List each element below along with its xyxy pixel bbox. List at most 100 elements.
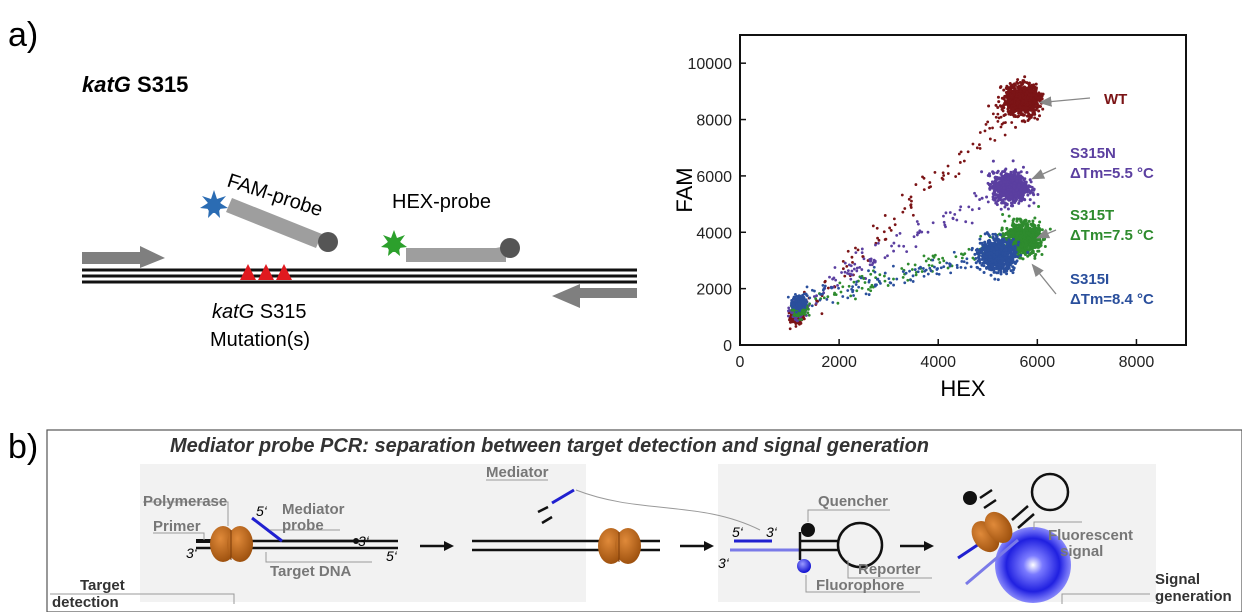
data-point <box>924 259 928 263</box>
data-point <box>875 278 879 281</box>
data-point <box>974 261 978 265</box>
data-point <box>970 221 974 225</box>
data-point <box>911 280 915 283</box>
data-point <box>1011 237 1015 241</box>
data-point <box>905 250 909 254</box>
data-point <box>1027 93 1031 97</box>
data-point <box>832 293 836 296</box>
data-point <box>977 207 981 210</box>
data-point <box>867 278 871 282</box>
annotation-arrow <box>1038 96 1091 107</box>
data-point <box>985 195 989 199</box>
y-tick-label: 6000 <box>696 169 732 186</box>
mutation-label-italic: katG <box>212 301 254 323</box>
data-point <box>892 241 896 245</box>
data-point <box>1012 171 1016 175</box>
data-point <box>893 223 897 227</box>
data-point <box>921 267 925 270</box>
data-point <box>1000 264 1004 268</box>
data-point <box>1011 265 1015 269</box>
signal-generation-label-1: Signal <box>1155 571 1200 588</box>
data-point <box>901 275 905 279</box>
data-point <box>1037 224 1041 228</box>
data-point <box>986 239 990 243</box>
data-point <box>1026 250 1030 254</box>
gene-title: katG S315 <box>82 72 188 97</box>
data-point <box>1018 81 1022 85</box>
data-point <box>821 292 824 296</box>
data-point <box>909 203 913 207</box>
data-point <box>1043 244 1047 248</box>
x-axis-label: HEX <box>940 376 986 401</box>
x-tick-label: 8000 <box>1119 354 1155 371</box>
data-point <box>849 264 853 268</box>
data-point <box>1009 204 1013 208</box>
data-point <box>1014 199 1018 203</box>
data-point <box>993 180 997 184</box>
data-point <box>933 253 937 257</box>
data-point <box>1031 233 1035 237</box>
data-point <box>1013 168 1017 172</box>
data-point <box>1023 239 1027 243</box>
panel-b: b) Mediator probe PCR: separation betwee… <box>8 428 1242 612</box>
data-point <box>978 131 982 134</box>
fluorescent-signal-glow <box>995 527 1071 603</box>
data-point <box>841 267 845 271</box>
data-point <box>852 280 856 284</box>
target-detection-label-1: Target <box>80 577 125 594</box>
target-detection-label-2: detection <box>52 594 119 611</box>
data-point <box>1000 176 1004 180</box>
data-point <box>868 259 872 263</box>
data-point <box>1019 231 1023 235</box>
data-point <box>962 260 966 264</box>
data-point <box>965 257 969 261</box>
data-point <box>1011 86 1015 90</box>
data-point <box>1029 180 1033 184</box>
data-point <box>1031 249 1035 253</box>
data-point <box>1019 234 1023 238</box>
signal-generation-box <box>718 464 1156 602</box>
data-point <box>999 172 1003 176</box>
data-point <box>788 308 792 312</box>
reverse-primer-arrow <box>552 284 637 308</box>
three-prime-label-3: 3‘ <box>766 524 778 540</box>
data-point <box>995 183 999 187</box>
data-point <box>912 235 916 239</box>
data-point <box>867 269 870 273</box>
data-point <box>1010 121 1014 124</box>
data-point <box>991 197 995 201</box>
data-point <box>978 237 982 241</box>
data-point <box>974 257 978 260</box>
data-point <box>974 248 978 252</box>
data-point <box>942 220 946 224</box>
data-point <box>986 266 990 270</box>
data-point <box>980 196 984 200</box>
data-point <box>1010 245 1014 249</box>
data-point <box>954 255 958 259</box>
data-point <box>1011 271 1015 275</box>
data-point <box>993 277 997 281</box>
data-point <box>910 268 914 271</box>
data-point <box>891 264 895 268</box>
data-point <box>996 95 1000 99</box>
data-point <box>935 272 939 276</box>
data-point <box>1002 268 1006 272</box>
data-point <box>1004 247 1008 251</box>
data-point <box>971 256 975 260</box>
data-point <box>997 177 1001 181</box>
data-point <box>1024 86 1028 90</box>
data-point <box>855 289 859 293</box>
data-point <box>990 246 994 250</box>
data-point <box>814 301 818 305</box>
data-point <box>971 142 975 146</box>
data-point <box>837 286 840 290</box>
data-point <box>1038 114 1042 118</box>
data-point <box>868 263 872 267</box>
data-point <box>1023 246 1027 250</box>
data-point <box>1028 246 1032 250</box>
data-point <box>1019 107 1023 111</box>
data-point <box>1021 182 1025 186</box>
data-point <box>995 171 999 175</box>
data-point <box>990 264 994 268</box>
data-point <box>878 273 882 277</box>
